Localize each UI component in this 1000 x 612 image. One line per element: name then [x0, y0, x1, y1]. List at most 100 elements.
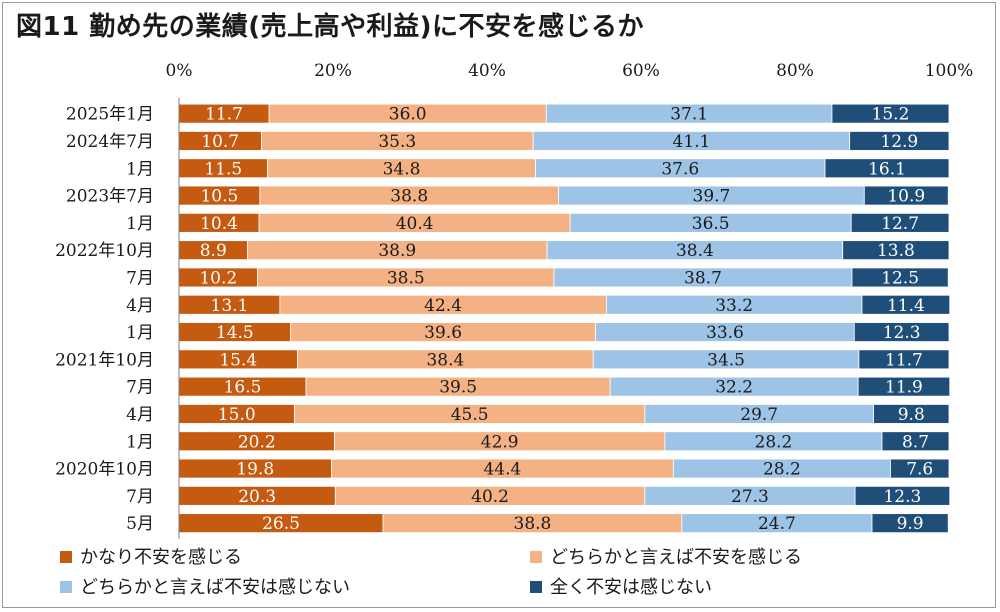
data-label: 12.7: [881, 214, 919, 234]
data-label: 8.7: [902, 432, 929, 452]
bar-segment: [857, 376, 951, 397]
data-label: 33.2: [715, 296, 753, 316]
data-label: 10.4: [200, 214, 238, 234]
data-label: 39.7: [693, 187, 731, 207]
data-label: 29.7: [740, 405, 778, 425]
data-label: 16.1: [868, 159, 906, 179]
legend-swatch: [60, 551, 72, 563]
data-label: 15.2: [872, 105, 910, 125]
category-label: 2024年7月: [66, 132, 154, 152]
data-label: 12.3: [883, 323, 921, 343]
legend-swatch: [60, 581, 72, 593]
category-label: 4月: [126, 405, 154, 425]
bar-segment: [831, 103, 950, 124]
data-label: 32.2: [715, 378, 753, 398]
data-label: 8.9: [200, 241, 227, 261]
x-tick-label: 80%: [776, 61, 814, 81]
category-label: 1月: [126, 323, 154, 343]
data-label: 28.2: [755, 432, 793, 452]
bar-segment: [824, 158, 950, 179]
legend-label: 全く不安は感じない: [550, 577, 712, 598]
data-label: 12.9: [880, 132, 918, 152]
data-label: 45.5: [451, 405, 489, 425]
bar-segment: [871, 513, 949, 534]
bar-segment: [873, 404, 950, 424]
data-label: 41.1: [673, 132, 711, 152]
data-label: 20.2: [238, 432, 276, 452]
category-label: 1月: [126, 214, 154, 234]
category-label: 5月: [126, 514, 154, 534]
data-label: 16.5: [224, 378, 262, 398]
bar-segment: [854, 485, 951, 506]
bar-segment: [842, 240, 950, 261]
legend-label: かなり不安を感じる: [80, 547, 242, 568]
data-label: 26.5: [262, 514, 300, 534]
data-label: 14.5: [216, 323, 254, 343]
category-label: 2021年10月: [55, 350, 154, 370]
x-tick-label: 40%: [468, 61, 506, 81]
category-label: 7月: [126, 487, 154, 507]
bar-segment: [861, 294, 951, 315]
data-label: 34.5: [707, 350, 745, 370]
category-label: 4月: [126, 296, 154, 316]
data-label: 19.8: [236, 460, 274, 480]
category-label: 1月: [126, 432, 154, 452]
data-label: 9.9: [897, 514, 924, 534]
data-label: 33.6: [706, 323, 744, 343]
data-label: 10.7: [201, 132, 239, 152]
data-label: 20.3: [238, 487, 276, 507]
data-label: 11.4: [887, 296, 925, 316]
data-label: 38.8: [390, 187, 428, 207]
bar-segment: [890, 458, 950, 479]
data-label: 11.9: [885, 378, 923, 398]
data-label: 27.3: [731, 487, 769, 507]
data-label: 42.4: [424, 296, 462, 316]
data-label: 42.9: [481, 432, 519, 452]
data-label: 44.4: [483, 460, 521, 480]
data-label: 10.5: [200, 187, 238, 207]
bar-segment: [850, 212, 950, 233]
data-label: 7.6: [906, 460, 933, 480]
data-label: 11.7: [885, 350, 923, 370]
x-tick-label: 0%: [166, 61, 193, 81]
data-label: 38.4: [676, 241, 714, 261]
data-label: 38.4: [426, 350, 464, 370]
data-label: 37.1: [670, 105, 708, 125]
data-label: 11.7: [205, 105, 243, 125]
data-label: 37.6: [661, 159, 699, 179]
category-label: 2020年10月: [55, 460, 154, 480]
legend-label: どちらかと言えば不安は感じない: [80, 577, 350, 598]
data-label: 38.5: [387, 268, 425, 288]
category-label: 2023年7月: [66, 187, 154, 207]
legend-label: どちらかと言えば不安を感じる: [550, 547, 802, 568]
data-label: 38.7: [684, 268, 722, 288]
data-label: 11.5: [204, 159, 242, 179]
category-label: 7月: [126, 268, 154, 288]
bar-segment: [849, 131, 950, 151]
data-label: 35.3: [378, 132, 416, 152]
data-label: 12.3: [883, 487, 921, 507]
bar-segment: [858, 349, 950, 370]
data-label: 28.2: [763, 460, 801, 480]
bar-segment: [853, 322, 950, 342]
category-label: 2025年1月: [66, 105, 154, 125]
x-tick-label: 60%: [622, 61, 660, 81]
data-label: 39.5: [439, 378, 477, 398]
data-label: 13.8: [877, 241, 915, 261]
data-label: 40.2: [471, 487, 509, 507]
data-label: 38.9: [378, 241, 416, 261]
data-label: 24.7: [758, 514, 796, 534]
legend-swatch: [530, 581, 542, 593]
data-label: 15.4: [219, 350, 257, 370]
category-label: 2022年10月: [55, 241, 154, 261]
bar-segment: [851, 267, 949, 288]
bar-segment: [881, 431, 950, 452]
data-label: 10.9: [887, 187, 925, 207]
data-label: 36.0: [389, 105, 427, 125]
data-label: 36.5: [692, 214, 730, 234]
x-tick-label: 20%: [314, 61, 352, 81]
data-label: 40.4: [396, 214, 434, 234]
data-label: 10.2: [199, 268, 237, 288]
category-label: 1月: [126, 159, 154, 179]
